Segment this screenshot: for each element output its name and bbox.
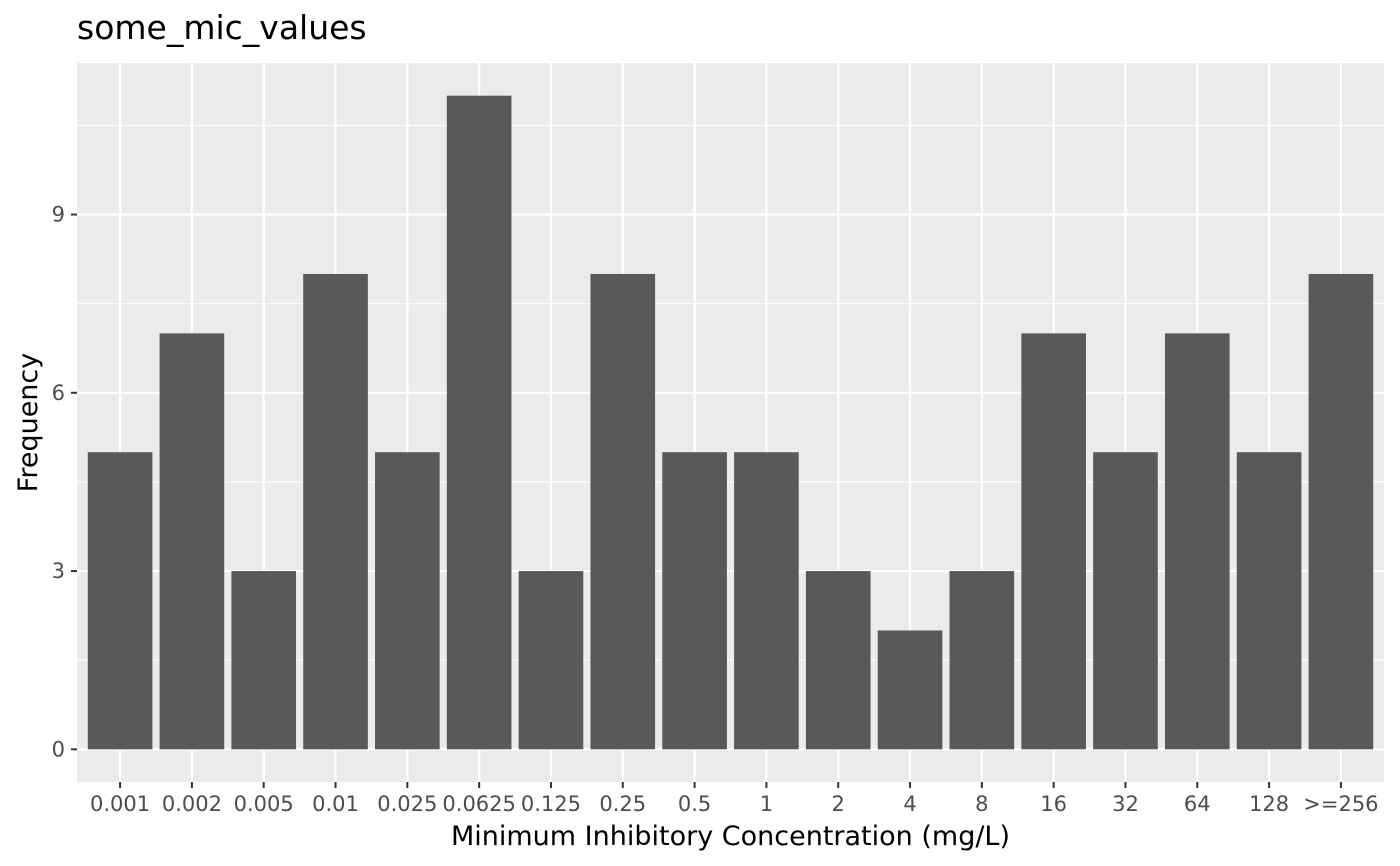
- y-axis: 0 3 6 9: [52, 203, 77, 761]
- x-tick-label: 32: [1112, 792, 1139, 816]
- x-tick-label: 0.005: [234, 792, 294, 816]
- bar-32: [1093, 452, 1158, 750]
- x-tick-label: 8: [975, 792, 988, 816]
- y-tick-label: 6: [52, 381, 65, 405]
- x-tick-label: 64: [1184, 792, 1211, 816]
- bar-128: [1236, 452, 1302, 750]
- bar-0.01: [303, 273, 368, 750]
- x-tick-label: 0.025: [377, 792, 437, 816]
- x-tick-label: 0.25: [599, 792, 646, 816]
- x-tick-label: 1: [760, 792, 773, 816]
- bar-0.0625: [446, 95, 512, 750]
- x-axis-title: Minimum Inhibitory Concentration (mg/L): [451, 821, 1010, 852]
- bar-0.5: [662, 452, 727, 750]
- x-tick-label: 0.002: [162, 792, 222, 816]
- bar-64: [1164, 333, 1230, 750]
- x-tick-label: 2: [832, 792, 845, 816]
- bar-16: [1021, 333, 1086, 750]
- bar->=256: [1308, 273, 1374, 750]
- bar-0.001: [87, 452, 153, 750]
- x-tick-label: 0.001: [90, 792, 150, 816]
- x-tick-label: 4: [903, 792, 916, 816]
- bar-0.125: [518, 571, 584, 750]
- x-tick-label: 0.5: [678, 792, 711, 816]
- y-tick-label: 9: [52, 203, 65, 227]
- x-tick-label: 0.125: [521, 792, 581, 816]
- bar-0.25: [590, 273, 656, 750]
- bar-1: [734, 452, 799, 750]
- y-tick-label: 3: [52, 559, 65, 583]
- bar-0.005: [231, 571, 297, 750]
- x-tick-label: 128: [1249, 792, 1289, 816]
- bar-8: [949, 571, 1015, 750]
- y-axis-title: Frequency: [13, 353, 44, 493]
- x-tick-label: >=256: [1303, 792, 1378, 816]
- bar-0.002: [159, 333, 225, 750]
- bar-0.025: [375, 452, 440, 750]
- bar-4: [877, 630, 943, 750]
- bar-2: [805, 571, 871, 750]
- bars: [87, 95, 1374, 750]
- x-tick-label: 0.0625: [442, 792, 515, 816]
- x-tick-label: 16: [1040, 792, 1067, 816]
- x-tick-label: 0.01: [312, 792, 359, 816]
- x-axis: 0.001 0.002 0.005 0.01 0.025 0.0625 0.125 0.25 0…: [90, 782, 1379, 816]
- y-tick-label: 0: [52, 737, 65, 761]
- chart-title: some_mic_values: [77, 8, 367, 47]
